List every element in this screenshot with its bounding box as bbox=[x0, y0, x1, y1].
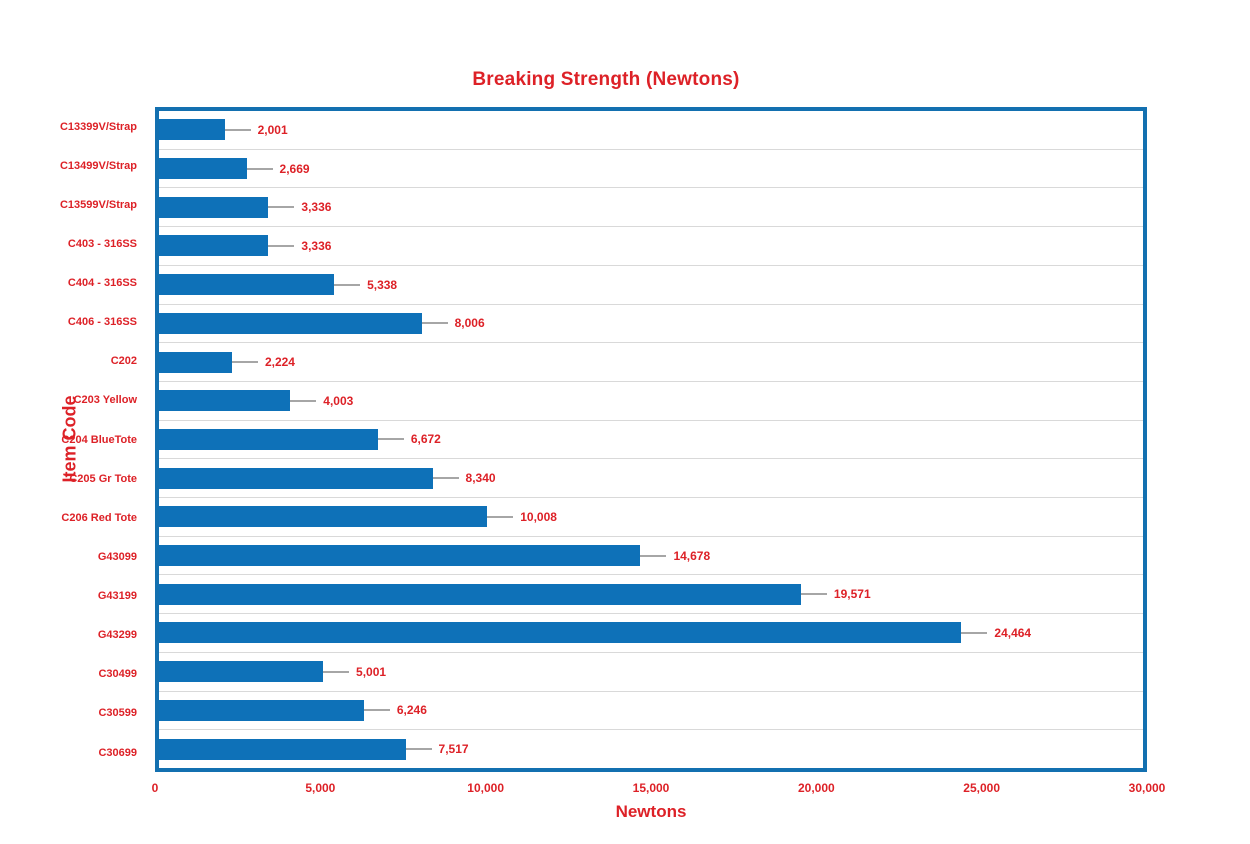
category-label: C205 Gr Tote bbox=[69, 472, 137, 485]
x-axis-tick: 10,000 bbox=[467, 781, 505, 795]
bar-row: 6,246 bbox=[159, 692, 1143, 731]
bar bbox=[159, 699, 364, 721]
leader-line bbox=[961, 631, 988, 634]
value-label: 8,006 bbox=[454, 316, 485, 331]
x-axis-tick-labels: 0 5,000 10,000 15,000 20,000 25,000 30,000 bbox=[151, 781, 1166, 799]
bar-row: 5,001 bbox=[159, 653, 1143, 692]
bar bbox=[159, 196, 269, 218]
value-label: 2,224 bbox=[264, 355, 295, 370]
value-label: 5,001 bbox=[356, 664, 387, 679]
category-label: C404 - 316SS bbox=[67, 277, 137, 290]
bar-row: 10,008 bbox=[159, 498, 1143, 537]
bar-row: 19,571 bbox=[159, 575, 1143, 615]
value-label: 8,340 bbox=[465, 471, 496, 486]
leader-line bbox=[224, 128, 251, 131]
category-label: C406 - 316SS bbox=[67, 316, 137, 329]
category-label: G43099 bbox=[97, 550, 137, 563]
plot-area: 2,001 2,669 3,336 3,336 5,338 8,006 2,224 4,003… bbox=[155, 107, 1147, 772]
bar bbox=[159, 661, 324, 683]
value-label: 2,001 bbox=[257, 122, 288, 137]
x-axis-tick: 25,000 bbox=[963, 781, 1001, 795]
x-axis-title: Newtons bbox=[615, 802, 687, 821]
value-label: 14,678 bbox=[673, 548, 711, 563]
value-label: 19,571 bbox=[833, 587, 871, 602]
bar-row: 5,338 bbox=[159, 266, 1143, 305]
category-label: C202 bbox=[110, 355, 137, 368]
bar bbox=[159, 390, 291, 412]
value-label: 6,672 bbox=[410, 432, 441, 447]
bar bbox=[159, 158, 247, 180]
bar bbox=[159, 467, 433, 489]
chart-title: Breaking Strength (Newtons) bbox=[472, 69, 740, 90]
x-axis-tick: 30,000 bbox=[1128, 781, 1166, 795]
bar bbox=[159, 506, 488, 528]
value-label: 7,517 bbox=[438, 742, 469, 757]
bar-row: 4,003 bbox=[159, 382, 1143, 421]
bar-row: 3,336 bbox=[159, 188, 1143, 228]
leader-line bbox=[432, 477, 459, 480]
value-label: 24,464 bbox=[994, 625, 1032, 640]
leader-line bbox=[334, 283, 361, 286]
leader-line bbox=[268, 244, 295, 247]
leader-line bbox=[640, 554, 667, 557]
leader-line bbox=[363, 709, 390, 712]
y-axis-category-labels: C13399V/Strap C13499V/Strap C13599V/Strap C… bbox=[0, 107, 146, 772]
category-label: G43199 bbox=[97, 590, 137, 603]
bar bbox=[159, 622, 962, 644]
category-label: C30699 bbox=[98, 746, 137, 759]
bar bbox=[159, 119, 225, 141]
bar bbox=[159, 583, 801, 605]
leader-line bbox=[800, 593, 827, 596]
category-label: C30599 bbox=[98, 707, 137, 720]
leader-line bbox=[487, 515, 514, 518]
value-label: 4,003 bbox=[323, 393, 354, 408]
category-label: C13499V/Strap bbox=[59, 159, 137, 172]
leader-line bbox=[323, 670, 350, 673]
bar-row: 2,224 bbox=[159, 343, 1143, 382]
bar-row: 7,517 bbox=[159, 730, 1143, 768]
x-axis-tick: 0 bbox=[151, 781, 159, 795]
category-label: G43299 bbox=[97, 629, 137, 642]
category-label: C204 BlueTote bbox=[61, 433, 137, 446]
leader-line bbox=[421, 322, 448, 325]
bar bbox=[159, 312, 422, 334]
value-label: 6,246 bbox=[396, 703, 427, 718]
leader-line bbox=[246, 167, 273, 170]
bar-row: 2,669 bbox=[159, 150, 1143, 189]
category-label: C30499 bbox=[98, 668, 137, 681]
category-label: C206 Red Tote bbox=[61, 511, 137, 524]
x-axis-tick: 20,000 bbox=[797, 781, 835, 795]
x-axis-tick: 5,000 bbox=[305, 781, 336, 795]
category-label: C403 - 316SS bbox=[67, 237, 137, 250]
value-label: 5,338 bbox=[367, 277, 398, 292]
leader-line bbox=[290, 399, 317, 402]
bar-row: 6,672 bbox=[159, 421, 1143, 460]
leader-line bbox=[231, 361, 258, 364]
x-axis-tick: 15,000 bbox=[632, 781, 670, 795]
bar bbox=[159, 351, 232, 373]
bar-row: 14,678 bbox=[159, 537, 1143, 576]
value-label: 2,669 bbox=[279, 161, 310, 176]
bar bbox=[159, 235, 269, 257]
bar bbox=[159, 274, 335, 296]
category-label: C13399V/Strap bbox=[59, 120, 137, 133]
bar-row: 8,006 bbox=[159, 305, 1143, 344]
category-label: C13599V/Strap bbox=[59, 198, 137, 211]
value-label: 3,336 bbox=[301, 200, 332, 215]
value-label: 10,008 bbox=[520, 509, 557, 524]
bar-row: 8,340 bbox=[159, 459, 1143, 499]
leader-line bbox=[268, 206, 295, 209]
leader-line bbox=[405, 748, 432, 751]
leader-line bbox=[377, 438, 404, 441]
bar bbox=[159, 428, 378, 450]
bar-row: 3,336 bbox=[159, 227, 1143, 266]
bar bbox=[159, 545, 641, 567]
value-label: 3,336 bbox=[301, 238, 332, 253]
category-label: C203 Yellow bbox=[73, 394, 137, 407]
bar-row: 24,464 bbox=[159, 614, 1143, 653]
bar bbox=[159, 738, 406, 760]
bar-row: 2,001 bbox=[159, 111, 1143, 150]
